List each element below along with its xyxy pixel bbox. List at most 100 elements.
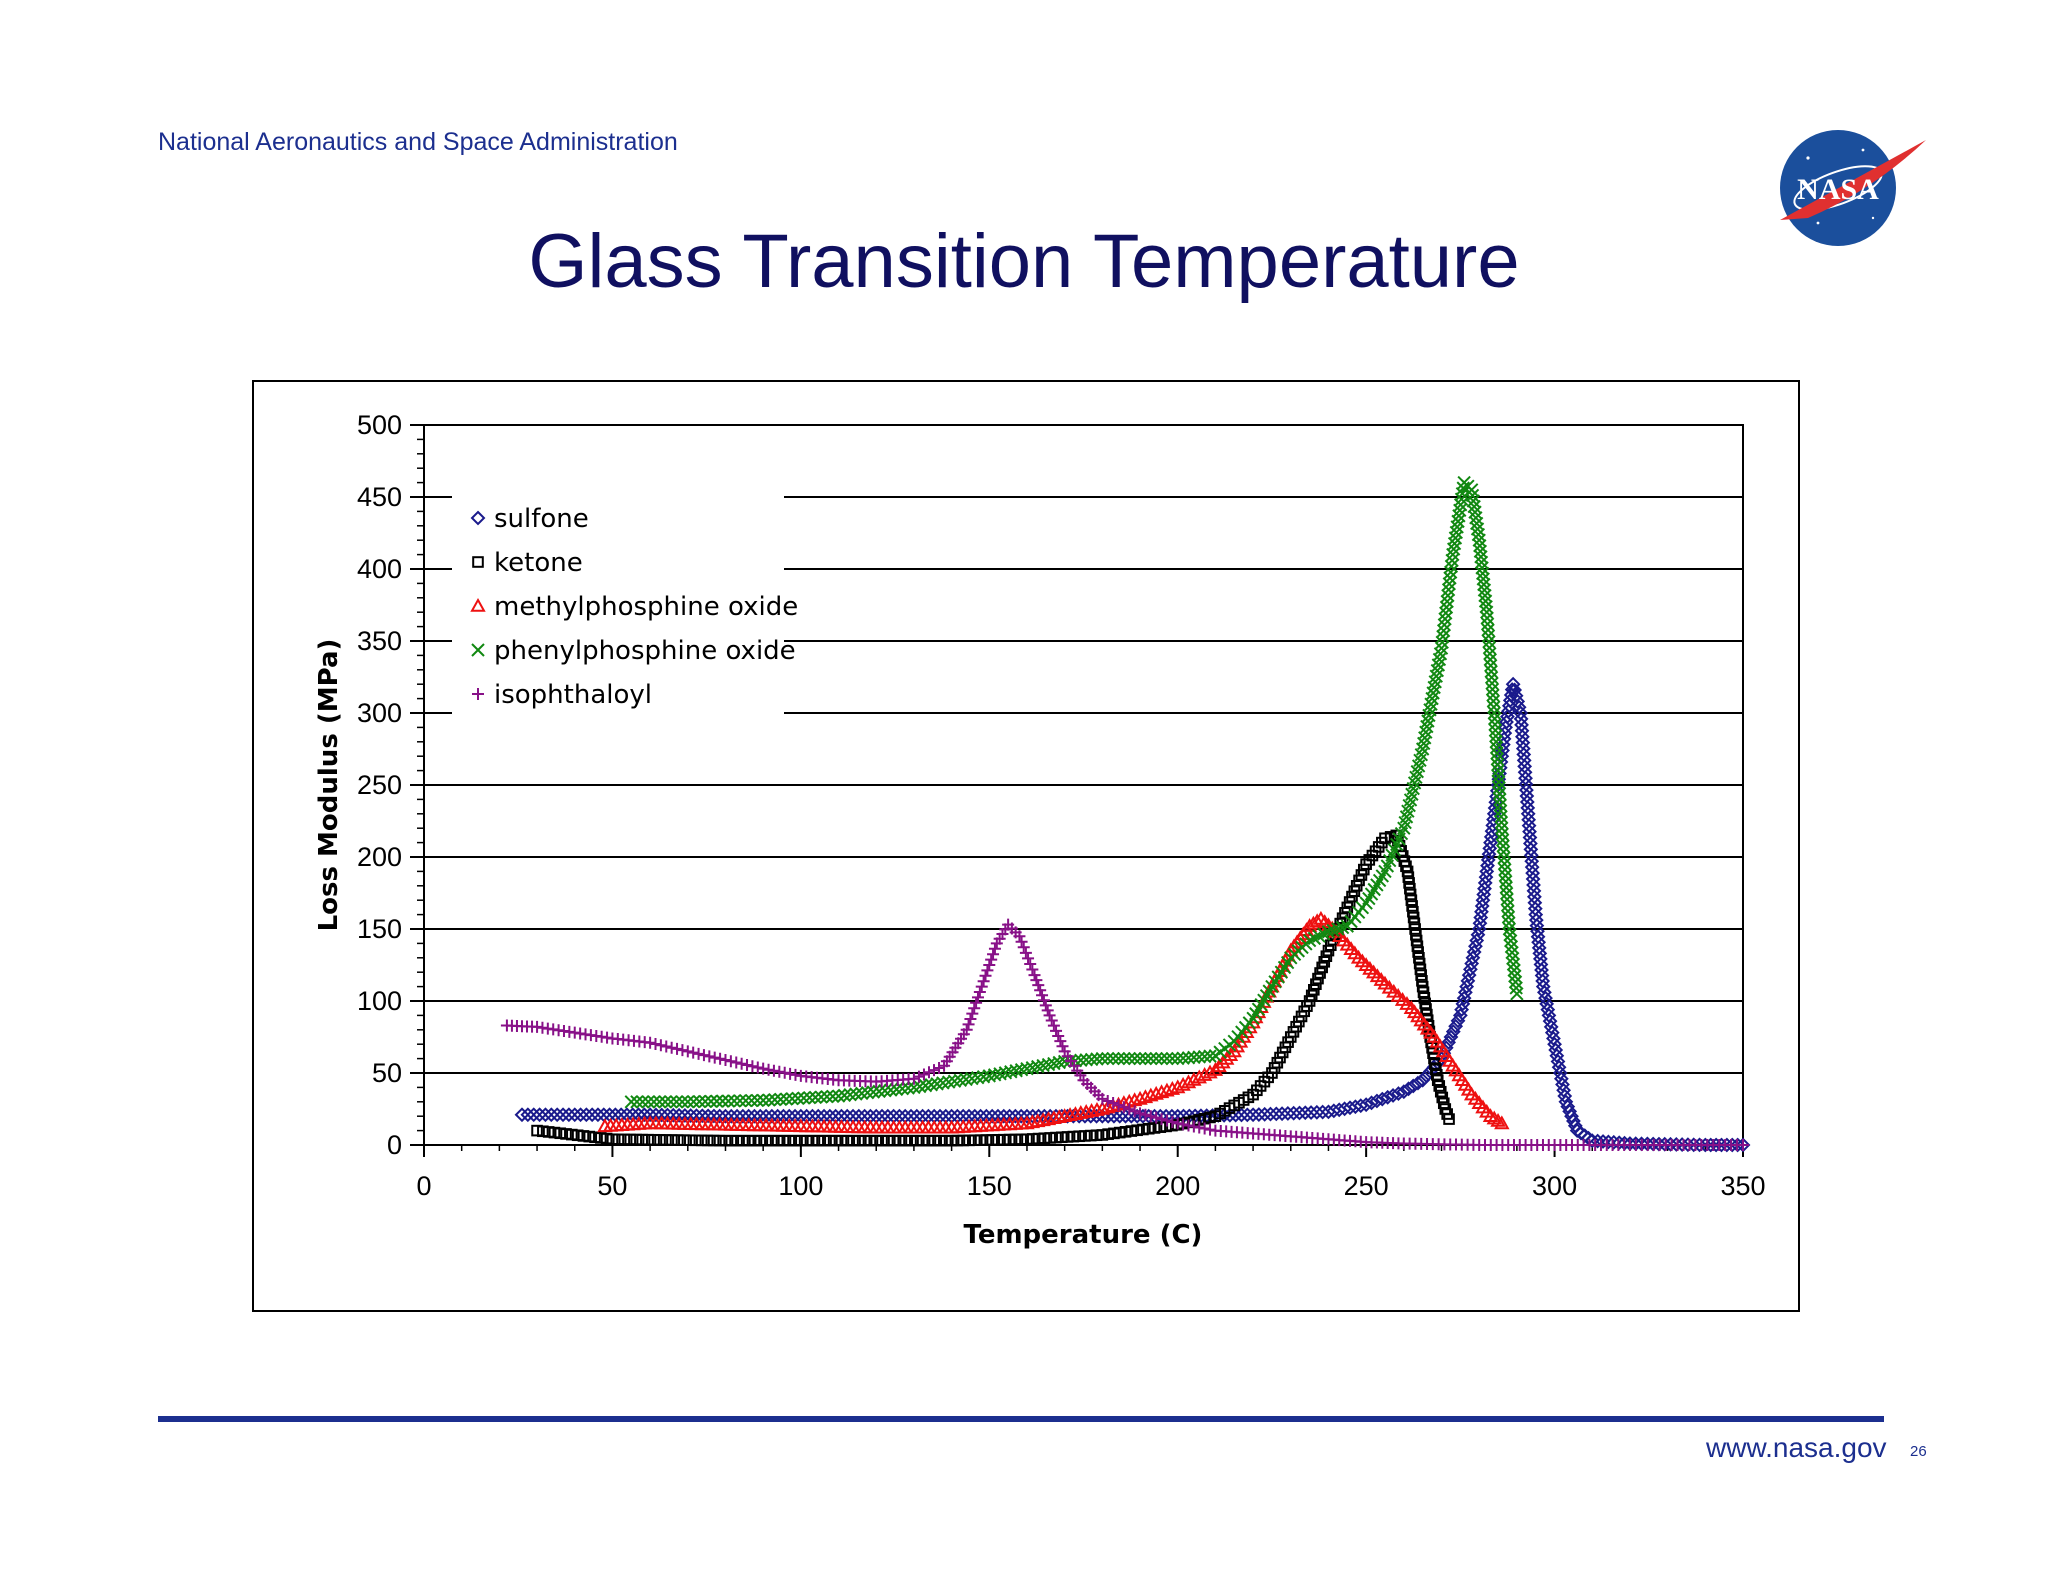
data-point [1106,1108,1122,1124]
data-point [573,1107,588,1123]
data-point [1219,1050,1235,1065]
data-point [1584,1133,1600,1149]
data-point [1111,1051,1126,1066]
y-tick-label: 250 [357,770,402,800]
data-point [762,1063,775,1076]
data-point [1503,928,1517,942]
data-point [1502,922,1517,936]
data-point [1170,1079,1186,1094]
data-point [1143,1087,1159,1102]
data-point [1509,981,1523,995]
data-point [987,948,1000,961]
data-point [665,1041,678,1054]
data-point [1186,1071,1202,1086]
data-point [1017,941,1030,954]
data-point [1015,935,1028,948]
data-point [1117,1051,1131,1066]
data-point [1469,511,1483,525]
data-point [1442,577,1456,591]
data-point [741,1058,754,1071]
data-point [831,1089,846,1103]
data-point [1122,1051,1136,1066]
data-point [1096,1092,1109,1105]
data-point [808,1090,823,1105]
data-point [1083,1103,1100,1117]
data-point [1436,629,1450,644]
data-point [648,1107,664,1123]
data-point [1535,979,1551,995]
data-point [1476,572,1490,586]
data-point [1500,898,1515,912]
data-point [1028,969,1041,982]
data-point [1434,641,1449,655]
data-point [692,1094,707,1109]
data-point [1041,1057,1056,1072]
data-point [660,1107,675,1123]
data-point [1025,1108,1041,1124]
data-point [677,1108,693,1123]
data-point [1486,688,1500,702]
data-point [665,1107,681,1123]
data-point [985,953,998,966]
data-point [1475,561,1489,575]
data-point [1180,1074,1197,1089]
data-point [675,1095,689,1109]
y-axis-label: Loss Modulus (MPa) [314,639,344,932]
nasa-logo-icon: NASA [1780,130,1926,246]
data-point [922,1066,935,1079]
data-point [631,1107,646,1123]
data-point [1197,1049,1212,1064]
data-point [649,1037,662,1050]
data-point [1443,571,1457,585]
data-point [1405,1078,1421,1094]
data-point [979,969,992,982]
data-point [1444,559,1459,574]
data-point [1482,641,1497,655]
data-point [1508,688,1524,704]
data-point [1486,694,1501,708]
data-point [1553,1071,1569,1087]
data-point [1497,851,1511,865]
data-point [606,1133,619,1146]
data-point [1192,1050,1206,1064]
data-point [1198,1122,1211,1135]
data-point [1024,957,1037,970]
data-point [1303,1105,1319,1120]
data-point [964,1013,977,1025]
data-point [1071,1108,1087,1124]
data-point [1050,1024,1063,1037]
data-point [843,1088,857,1102]
data-point [764,1108,780,1124]
data-point [635,1095,650,1109]
y-tick-label: 0 [387,1130,402,1160]
data-point [1123,1103,1136,1116]
data-point [1505,676,1521,692]
data-point [1160,1114,1173,1127]
data-point [666,1134,678,1146]
data-point [1052,1055,1066,1070]
data-point [697,1049,710,1062]
data-point [1164,1080,1181,1095]
data-point [1493,792,1507,807]
data-point [1484,658,1498,673]
data-point [747,1108,762,1124]
data-point [1441,588,1455,603]
data-point [707,1134,720,1147]
data-point [1020,1061,1034,1076]
data-point [1487,712,1502,726]
data-point [1439,606,1453,620]
data-point [1490,758,1505,772]
data-point [1544,1025,1560,1041]
data-point [739,1093,753,1108]
data-point [996,1108,1012,1124]
data-point [733,1094,747,1108]
data-point [1030,974,1043,987]
footer-rule [158,1416,1884,1422]
data-point [652,1095,667,1109]
data-point [1471,527,1486,542]
x-tick-label: 350 [1720,1171,1765,1201]
data-point [872,1084,886,1099]
slide-title: Glass Transition Temperature [528,219,1520,304]
data-point [928,1064,941,1077]
data-point [1128,1105,1141,1118]
